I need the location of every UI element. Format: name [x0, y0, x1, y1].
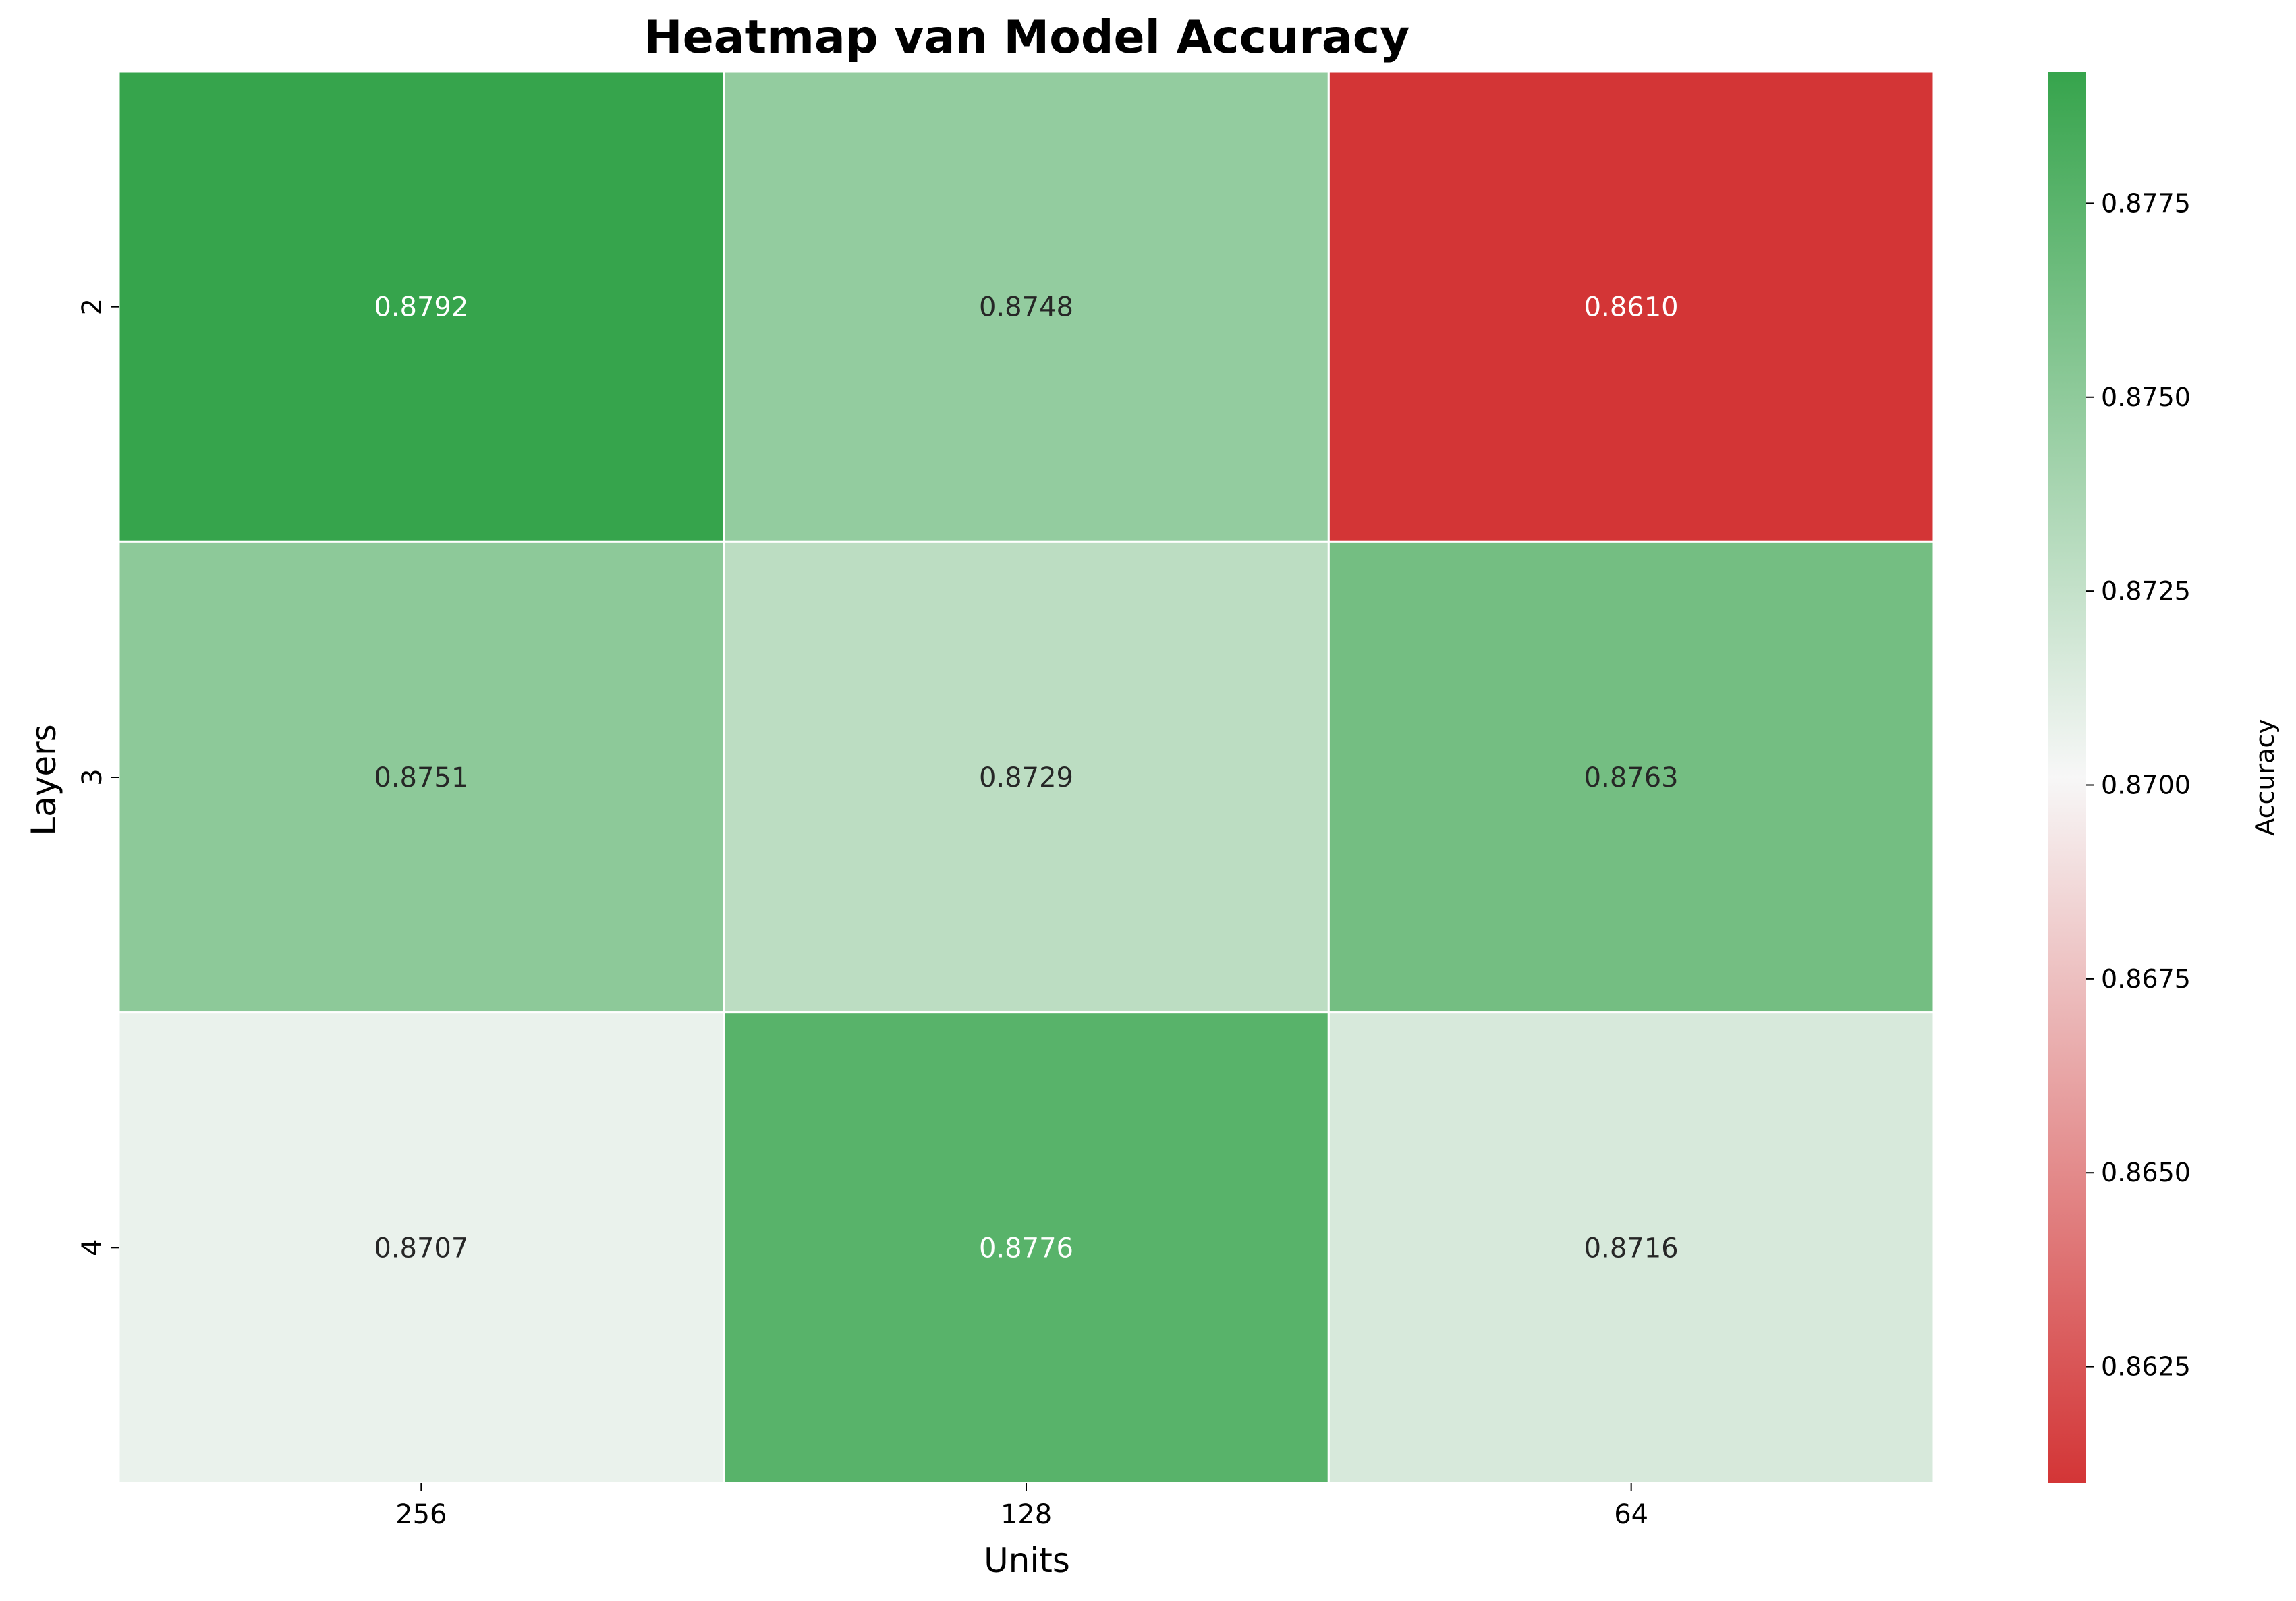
- heatmap-cell: [117, 70, 725, 543]
- heatmap-cell: [723, 1011, 1330, 1484]
- colorbar-tick-label: 0.8700: [2101, 770, 2191, 799]
- cell-value-label: 0.8707: [374, 1233, 468, 1264]
- y-tick-label: 3: [77, 768, 108, 785]
- colorbar-label: Accuracy: [2250, 719, 2280, 836]
- colorbar: [2048, 72, 2086, 1483]
- x-tick-label: 64: [1614, 1499, 1648, 1530]
- y-tick-label: 4: [77, 1239, 108, 1256]
- colorbar-ticks: 0.8625 0.8650 0.8675 0.8700 0.8725 0.8750 0.87…: [2086, 188, 2191, 1382]
- cell-value-label: 0.8716: [1584, 1233, 1679, 1264]
- colorbar-tick-label: 0.8775: [2101, 188, 2191, 218]
- heatmap-cell: [723, 540, 1330, 1014]
- heatmap-cells: 0.8792 0.8748 0.8610 0.8751 0.8729 0.8763 0.87…: [117, 70, 1935, 1484]
- y-tick-label: 2: [77, 298, 108, 315]
- heatmap-cell: [117, 540, 725, 1014]
- colorbar-tick-label: 0.8750: [2101, 383, 2191, 412]
- cell-value-label: 0.8792: [374, 292, 468, 323]
- y-axis-label: Layers: [24, 724, 63, 835]
- y-axis-ticks: 2 3 4: [77, 298, 119, 1256]
- heatmap-cell: [117, 1011, 725, 1484]
- cell-value-label: 0.8751: [374, 762, 468, 793]
- colorbar-tick-label: 0.8725: [2101, 576, 2191, 606]
- x-axis-label: Units: [984, 1541, 1070, 1580]
- chart-title: Heatmap van Model Accuracy: [644, 11, 1410, 64]
- colorbar-tick-label: 0.8625: [2101, 1352, 2191, 1382]
- heatmap-cell: [1327, 540, 1935, 1014]
- cell-value-label: 0.8748: [979, 292, 1073, 323]
- x-axis-ticks: 256 128 64: [395, 1483, 1648, 1530]
- cell-value-label: 0.8729: [979, 762, 1073, 793]
- x-tick-label: 256: [395, 1499, 447, 1530]
- cell-value-label: 0.8763: [1584, 762, 1679, 793]
- heatmap-cell: [723, 70, 1330, 543]
- x-tick-label: 128: [1001, 1499, 1052, 1530]
- cell-value-label: 0.8610: [1584, 292, 1679, 323]
- colorbar-tick-label: 0.8675: [2101, 964, 2191, 994]
- cell-value-label: 0.8776: [979, 1233, 1073, 1264]
- colorbar-tick-label: 0.8650: [2101, 1158, 2191, 1187]
- heatmap-cell: [1327, 70, 1935, 543]
